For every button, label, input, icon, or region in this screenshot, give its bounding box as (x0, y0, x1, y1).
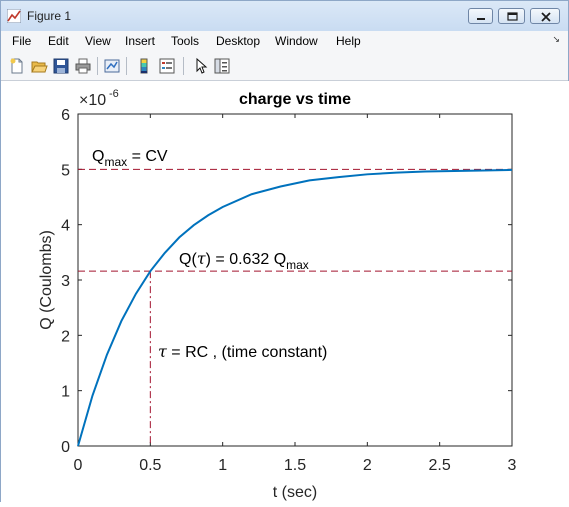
y-tick-label: 5 (61, 162, 70, 179)
x-tick-label: 2.5 (429, 457, 451, 474)
link-plot-icon[interactable] (103, 57, 121, 75)
qmax-sub: max (104, 155, 127, 169)
minimize-button[interactable] (468, 8, 493, 24)
x-tick-label: 0.5 (139, 457, 161, 474)
save-icon[interactable] (52, 57, 70, 75)
y-exponent-power: -6 (109, 88, 119, 100)
toolbar-separator (183, 57, 184, 75)
toolbar-separator (97, 57, 98, 75)
minimize-icon (477, 18, 485, 20)
menu-edit[interactable]: Edit (48, 34, 69, 48)
figure-canvas: 0 0.5 1 1.5 2 2.5 3 0 1 2 3 4 5 6 ×10 -6 charge vs t… (1, 81, 569, 503)
q-tau-pre: Q( (179, 251, 197, 268)
tau-rest: = RC , (time constant) (167, 344, 328, 361)
y-tick-label: 0 (61, 439, 70, 456)
menu-help[interactable]: Help (336, 34, 361, 48)
q-tau-symbol: τ (197, 249, 207, 268)
close-icon (541, 12, 551, 22)
y-tick-label: 3 (61, 273, 70, 290)
q-tau-annotation: Q(τ) = 0.632 Qmax (179, 249, 309, 272)
insert-colorbar-icon[interactable] (135, 57, 153, 75)
close-button[interactable] (530, 8, 560, 24)
menu-file[interactable]: File (12, 34, 32, 48)
charge-curve (77, 168, 513, 447)
menu-bar: File Edit View Insert Tools Desktop Wind… (1, 31, 568, 51)
matlab-app-icon (7, 9, 21, 23)
y-tick-label: 1 (61, 384, 70, 401)
toolbar (1, 51, 568, 81)
property-inspector-icon[interactable] (213, 57, 231, 75)
q-tau-sub: max (286, 258, 309, 272)
insert-legend-icon[interactable] (158, 57, 176, 75)
menu-window[interactable]: Window (275, 34, 318, 48)
qmax-main: Q (92, 148, 104, 165)
title-bar[interactable]: Figure 1 (1, 1, 568, 31)
toolbar-separator (126, 57, 127, 75)
x-axis-label: t (sec) (273, 484, 317, 501)
x-tick-label: 1.5 (284, 457, 306, 474)
maximize-button[interactable] (498, 8, 525, 24)
chart-title: charge vs time (239, 91, 351, 108)
menu-dock-arrow-icon[interactable]: ↘ (552, 35, 560, 45)
x-axis-ticks: 0 0.5 1 1.5 2 2.5 3 (74, 114, 517, 474)
tau-annotation: τ = RC , (time constant) (158, 342, 327, 361)
print-icon[interactable] (74, 57, 92, 75)
x-tick-label: 3 (508, 457, 517, 474)
y-tick-label: 6 (61, 107, 70, 124)
plot-svg: 0 0.5 1 1.5 2 2.5 3 0 1 2 3 4 5 6 ×10 -6 charge vs t… (38, 88, 517, 501)
tau-symbol: τ (158, 342, 168, 361)
menu-insert[interactable]: Insert (125, 34, 156, 48)
qmax-rest: = CV (127, 148, 168, 165)
y-axis-label: Q (Coulombs) (38, 230, 55, 330)
new-figure-icon[interactable] (8, 57, 26, 75)
maximize-icon (507, 12, 518, 21)
menu-view[interactable]: View (85, 34, 111, 48)
y-tick-label: 4 (61, 218, 70, 235)
y-exponent-label: ×10 (79, 92, 106, 109)
edit-plot-icon[interactable] (192, 57, 210, 75)
q-tau-mid: ) = 0.632 Q (206, 251, 287, 268)
window-title: Figure 1 (27, 9, 72, 23)
x-tick-label: 0 (74, 457, 83, 474)
y-axis-ticks: 0 1 2 3 4 5 6 (61, 107, 512, 456)
menu-tools[interactable]: Tools (171, 34, 200, 48)
menu-desktop[interactable]: Desktop (216, 34, 261, 48)
qmax-annotation: Qmax = CV (92, 148, 168, 169)
y-tick-label: 2 (61, 328, 70, 345)
open-file-icon[interactable] (30, 57, 48, 75)
x-tick-label: 1 (218, 457, 227, 474)
x-tick-label: 2 (363, 457, 372, 474)
